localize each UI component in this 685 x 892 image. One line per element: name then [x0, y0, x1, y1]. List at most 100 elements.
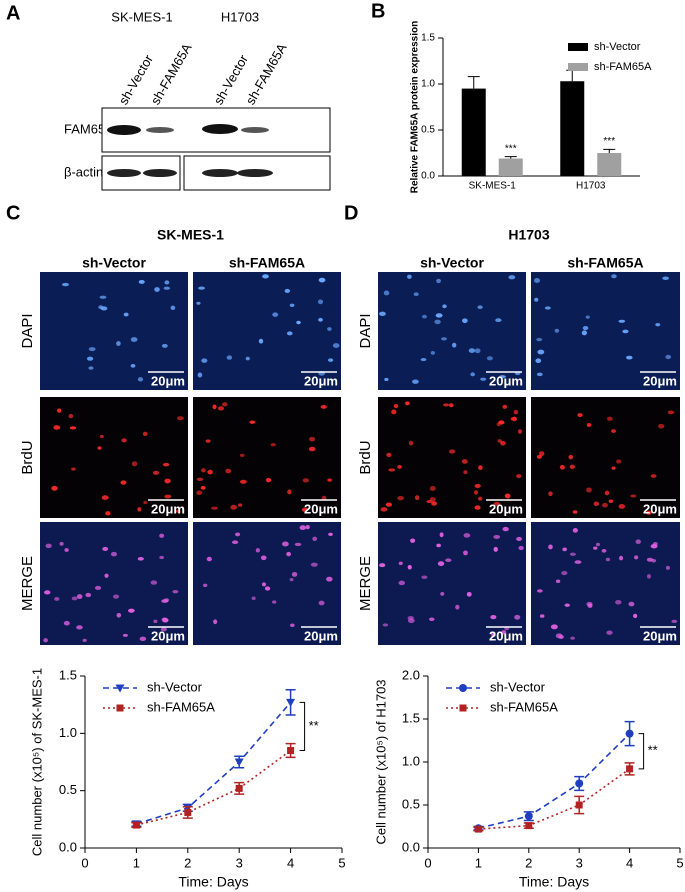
y-tick-label: 0.0 [59, 839, 77, 854]
nucleus [53, 425, 61, 430]
nucleus [130, 337, 138, 342]
nucleus [544, 306, 551, 310]
nucleus [572, 528, 578, 533]
nucleus [662, 276, 669, 281]
nucleus [462, 318, 468, 324]
nucleus [382, 623, 389, 627]
nucleus [569, 464, 575, 469]
nucleus [318, 317, 323, 322]
blot-band [237, 169, 273, 177]
nucleus [554, 328, 560, 333]
nucleus [235, 532, 241, 537]
nucleus [436, 278, 441, 284]
nucleus [611, 429, 617, 433]
legend-label: sh-FAM65A [594, 61, 652, 73]
nucleus [332, 343, 340, 348]
legend-label: sh-FAM65A [147, 699, 215, 714]
nucleus [586, 423, 592, 427]
line [136, 749, 292, 826]
nucleus [175, 509, 181, 513]
nucleus [498, 420, 505, 425]
column-header: sh-FAM65A [229, 255, 305, 271]
nucleus [646, 510, 652, 515]
nucleus [59, 541, 64, 546]
nucleus [94, 585, 102, 590]
nucleus [611, 466, 616, 470]
nucleus [477, 305, 483, 310]
column-header: sh-Vector [82, 255, 146, 271]
nucleus [570, 636, 575, 640]
panel-title: H1703 [508, 227, 549, 243]
nucleus [177, 416, 184, 421]
nucleus [76, 625, 83, 630]
nucleus [99, 435, 104, 439]
nucleus [251, 596, 256, 601]
nucleus [238, 503, 243, 507]
nucleus [569, 552, 576, 556]
nucleus [633, 613, 638, 619]
marker [575, 779, 584, 788]
nucleus [327, 358, 334, 362]
nucleus [64, 548, 69, 552]
nucleus [480, 377, 487, 381]
nucleus [477, 496, 483, 501]
nucleus [260, 555, 267, 561]
nucleus [272, 312, 279, 317]
nucleus [226, 355, 233, 360]
nucleus [69, 426, 77, 430]
nucleus [98, 305, 104, 310]
nucleus [443, 403, 450, 407]
row-label: MERGE [19, 556, 36, 611]
nucleus [463, 550, 468, 556]
y-axis-title: Cell number (x10⁵) of H1703 [373, 679, 388, 844]
nucleus [516, 474, 522, 479]
panel-label: D [344, 202, 358, 224]
nucleus [486, 356, 493, 361]
nucleus [88, 347, 96, 352]
nucleus [88, 366, 94, 370]
nucleus [71, 467, 76, 471]
nucleus [606, 630, 613, 635]
nucleus [517, 429, 523, 434]
nucleus [628, 601, 635, 607]
nucleus [286, 331, 293, 336]
row-label: BrdU [19, 440, 36, 474]
nucleus [499, 375, 506, 379]
nucleus [291, 571, 298, 577]
nucleus [428, 617, 435, 622]
nucleus [213, 619, 218, 625]
significance: *** [505, 143, 517, 154]
nucleus [586, 487, 592, 493]
micrograph [40, 272, 188, 390]
x-tick-label: 0 [424, 855, 431, 870]
nucleus [63, 620, 70, 626]
nucleus [205, 439, 211, 443]
line [478, 733, 631, 829]
nucleus [630, 494, 637, 498]
row-label: MERGE [357, 556, 374, 611]
y-tick-label: 0.5 [402, 796, 420, 811]
nucleus [231, 540, 239, 545]
lane-label: sh-FAM65A [243, 41, 290, 108]
nucleus [604, 490, 610, 496]
nucleus [150, 580, 158, 585]
marker [184, 808, 192, 816]
nucleus [514, 614, 521, 620]
nucleus [426, 500, 433, 504]
nucleus [502, 404, 508, 409]
nucleus [201, 468, 206, 473]
significance-bracket [299, 701, 306, 752]
nucleus [326, 576, 333, 582]
nucleus [568, 454, 574, 460]
nucleus [384, 377, 389, 382]
nucleus [622, 329, 629, 334]
nucleus [44, 590, 51, 595]
nucleus [463, 470, 468, 475]
micrograph [193, 272, 341, 390]
nucleus [45, 543, 52, 549]
y-tick-label: 1.5 [402, 710, 420, 725]
nucleus [289, 303, 295, 307]
nucleus [635, 539, 641, 545]
nucleus [618, 319, 626, 323]
nucleus [162, 617, 168, 622]
